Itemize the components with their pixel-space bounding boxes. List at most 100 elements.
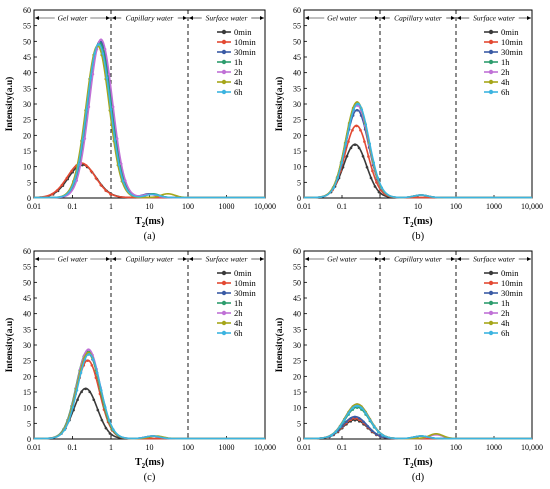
x-tick-label: 10,000 <box>254 202 276 211</box>
series-line-4h <box>304 101 532 199</box>
y-axis-label: Intensity(a.u) <box>4 318 15 373</box>
y-tick-label: 55 <box>293 263 301 272</box>
series-point-0min <box>361 155 365 158</box>
y-tick-label: 20 <box>293 372 301 381</box>
y-axis-label: Intensity(a.u) <box>274 77 285 132</box>
legend-marker-2h <box>488 310 494 316</box>
legend-marker-30min <box>488 49 494 55</box>
x-tick-label: 100 <box>450 202 462 211</box>
region-arrow-head <box>112 257 116 261</box>
series-point-6h <box>377 430 380 434</box>
series-point-0min <box>357 146 361 150</box>
y-tick-label: 20 <box>293 131 301 140</box>
x-axis-label: T2(ms) <box>403 457 432 470</box>
x-tick-label: 1000 <box>219 202 235 211</box>
region-label: Surface water <box>206 255 248 264</box>
plot-frame <box>303 9 533 199</box>
legend-marker-0min <box>488 270 494 276</box>
region-arrow-head <box>106 257 110 261</box>
series-point-6h <box>355 404 359 408</box>
series-point-10min <box>86 359 90 362</box>
legend-marker-10min <box>488 39 494 45</box>
series-point-6h <box>109 108 113 111</box>
series-line-1h <box>304 102 532 199</box>
series-point-10min <box>109 192 112 196</box>
y-tick-label: 45 <box>23 53 31 62</box>
series-point-30min <box>370 429 374 433</box>
chart-panel-3: 0 5 10 15 20 25 30 35 40 45 50 55 60 0.01 0.1 1 10 100 100… <box>4 247 276 483</box>
series-line-0min <box>34 387 265 440</box>
x-axis-label: T2(ms) <box>135 216 164 229</box>
x-axis-label: T2(ms) <box>135 457 164 470</box>
series-point-10min <box>94 376 98 379</box>
x-tick-label: 10,000 <box>254 443 276 452</box>
legend-label-10min: 10min <box>234 278 256 288</box>
series-point-10min <box>367 155 370 158</box>
legend-marker-4h <box>221 320 227 326</box>
series-point-30min <box>349 417 353 420</box>
series-point-6h <box>89 76 92 80</box>
series-point-10min <box>347 140 350 143</box>
legend-marker-30min <box>488 290 494 296</box>
series-point-10min <box>89 169 93 173</box>
region-label: Surface water <box>473 14 515 23</box>
region-label: Gel water <box>58 255 88 264</box>
y-tick-label: 35 <box>293 84 301 93</box>
x-tick-label: 1 <box>378 443 382 452</box>
y-tick-label: 60 <box>293 247 301 256</box>
x-tick-label: 10 <box>414 202 422 211</box>
y-axis-label: Intensity(a.u) <box>274 318 285 373</box>
series-point-30min <box>357 417 361 420</box>
legend-marker-4h <box>488 79 494 85</box>
series-point-6h <box>380 186 384 189</box>
x-tick-label: 100 <box>182 202 194 211</box>
legend-marker-1h <box>488 59 494 65</box>
x-tick-label: 0.1 <box>68 202 78 211</box>
legend-label-30min: 30min <box>234 288 256 298</box>
x-tick-label: 100 <box>450 443 462 452</box>
x-tick-label: 1 <box>378 202 382 211</box>
y-tick-label: 35 <box>293 325 301 334</box>
legend-label-6h: 6h <box>234 87 243 97</box>
series-point-0min <box>96 408 100 412</box>
x-tick-label: 0.01 <box>27 443 41 452</box>
y-tick-label: 5 <box>297 178 301 187</box>
series-point-30min <box>345 420 348 424</box>
y-tick-label: 5 <box>297 419 301 428</box>
y-tick-label: 30 <box>293 341 301 350</box>
legend-marker-0min <box>221 29 227 35</box>
series-point-30min <box>374 432 378 436</box>
series-point-6h <box>113 139 117 142</box>
x-tick-label: 0.01 <box>297 202 311 211</box>
legend-label-1h: 1h <box>501 57 510 67</box>
region-arrow-head <box>260 16 264 20</box>
y-tick-label: 0 <box>27 435 31 444</box>
series-point-6h <box>81 139 84 142</box>
legend-label-6h: 6h <box>501 328 510 338</box>
series-point-6h <box>117 163 121 167</box>
y-tick-label: 15 <box>23 147 31 156</box>
legend-marker-2h <box>488 69 494 75</box>
series-point-6h <box>340 161 344 165</box>
series-point-30min <box>353 415 357 419</box>
series-point-6h <box>348 123 352 126</box>
series-point-2h <box>87 105 91 109</box>
panel-label: (b) <box>412 231 425 242</box>
series-point-6h <box>73 179 76 183</box>
region-label: Gel water <box>327 14 357 23</box>
series-point-0min <box>365 166 369 169</box>
series-point-6h <box>356 102 360 106</box>
series-point-0min <box>76 398 79 402</box>
series-point-6h <box>79 371 83 375</box>
region-label: Capillary water <box>126 14 174 23</box>
region-arrow-head <box>381 16 385 20</box>
series-point-6h <box>77 163 80 167</box>
y-tick-label: 10 <box>23 404 31 413</box>
series-point-6h <box>347 411 350 415</box>
series-point-6h <box>63 428 67 431</box>
legend-label-10min: 10min <box>234 37 256 47</box>
series-point-0min <box>92 398 96 402</box>
series-point-6h <box>381 434 384 437</box>
y-tick-label: 50 <box>23 278 31 287</box>
